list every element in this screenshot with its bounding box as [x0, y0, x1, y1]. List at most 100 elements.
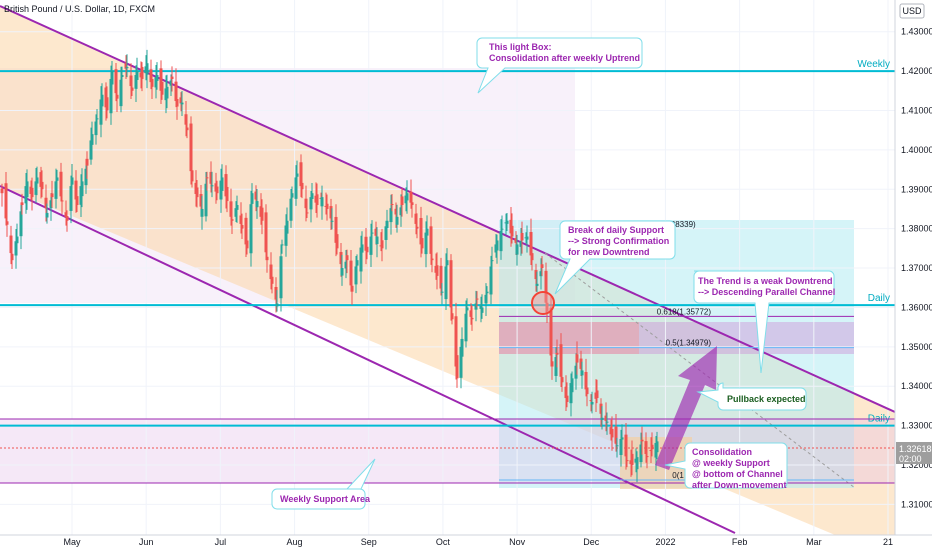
candle-body — [350, 285, 354, 292]
candle-body — [65, 216, 69, 221]
grid — [0, 0, 895, 535]
candle-body — [490, 260, 494, 262]
candle-body — [99, 99, 103, 125]
candle-body — [290, 193, 294, 198]
candle-body — [624, 434, 628, 457]
callout-trend[interactable]: The Trend is a weak Downtrend --> Descen… — [693, 270, 835, 374]
candle-body — [444, 266, 448, 300]
candle-body — [105, 97, 109, 111]
candle-body — [580, 370, 584, 376]
callout-break[interactable]: Break of daily Support --> Strong Confir… — [554, 220, 676, 295]
candle-body — [544, 270, 548, 303]
y-tick-label: 1.36000 — [901, 302, 932, 312]
candle-body — [200, 208, 204, 217]
candle-body — [390, 203, 394, 206]
candle-body — [475, 298, 479, 300]
candle-body — [425, 228, 429, 236]
candle-body — [405, 193, 409, 201]
candle-body — [235, 205, 239, 210]
candle-body — [170, 76, 174, 79]
candle-body — [459, 346, 463, 378]
candle-body — [474, 303, 478, 310]
y-tick-label: 1.37000 — [901, 263, 932, 273]
candle-body — [285, 220, 289, 234]
candle-body — [414, 213, 418, 224]
candle-body — [470, 317, 474, 320]
candle-body — [190, 170, 194, 182]
candle-body — [239, 215, 243, 224]
candle-body — [300, 182, 304, 190]
candle-body — [249, 204, 253, 254]
level-label: Weekly — [857, 59, 890, 70]
candle-body — [650, 444, 654, 450]
candle-body — [320, 197, 324, 207]
candle-body — [484, 294, 488, 304]
currency-badge — [899, 3, 925, 19]
y-tick-label: 1.32000 — [901, 460, 932, 470]
candle-body — [655, 441, 659, 453]
candle-body — [220, 177, 224, 191]
candle-body — [339, 251, 343, 265]
callout-weekly-support[interactable]: Weekly Support Area — [271, 458, 376, 510]
candle-body — [89, 140, 93, 160]
candle-body — [94, 121, 98, 136]
candle-body — [355, 260, 359, 266]
candle-body — [370, 232, 374, 234]
candle-body — [439, 265, 443, 289]
candle-body — [455, 355, 459, 379]
candle-body — [400, 196, 404, 206]
candle-body — [450, 313, 454, 320]
candle-body — [625, 460, 629, 462]
candle-body — [0, 188, 4, 194]
x-tick-label: Aug — [287, 537, 303, 547]
candle-body — [559, 344, 563, 377]
callout-pullback-text: Pullback expected — [727, 394, 806, 404]
candle-body — [5, 221, 9, 225]
candle-body — [479, 305, 483, 309]
candle-body — [595, 390, 599, 399]
callout-light-box[interactable]: This light Box: Consolidation after week… — [476, 37, 643, 94]
callout-consolidation-line1: Consolidation — [692, 447, 752, 457]
x-tick-label: Mar — [806, 537, 822, 547]
candle-body — [175, 98, 179, 107]
candle-body — [329, 206, 333, 219]
candle-body — [100, 94, 104, 107]
candle-body — [250, 193, 254, 204]
candle-body — [359, 247, 363, 272]
candle-body — [349, 260, 353, 286]
candle-body — [574, 365, 578, 379]
candle-body — [40, 181, 44, 190]
candle-body — [554, 357, 558, 376]
candle-body — [55, 177, 59, 181]
break-circle — [531, 291, 555, 315]
last-price-value: 1.32618 — [899, 444, 932, 454]
candle-body — [245, 240, 249, 249]
x-tick-label: 2022 — [655, 537, 675, 547]
candle-body — [360, 244, 364, 253]
candle-body — [294, 177, 298, 199]
y-tick-label: 1.34000 — [901, 381, 932, 391]
candle-body — [460, 338, 464, 357]
candle-body — [184, 114, 188, 125]
price-axis[interactable]: 1.43000 1.42000 1.41000 1.40000 1.39000 1.380… — [894, 0, 932, 535]
y-tick-label: 1.31000 — [901, 499, 932, 509]
candle-body — [109, 78, 113, 114]
channel-lower-line — [0, 185, 736, 534]
candle-body — [424, 232, 428, 255]
candle-body — [264, 212, 268, 253]
y-tick-label: 1.38000 — [901, 224, 932, 234]
candle-body — [70, 177, 74, 185]
callout-pullback[interactable]: Pullback expected — [696, 382, 807, 411]
candle-body — [84, 168, 88, 186]
callout-consolidation[interactable]: Consolidation @ weekly Support @ bottom … — [664, 442, 788, 490]
candle-body — [565, 395, 569, 402]
candle-body — [159, 68, 163, 91]
x-tick-label: Dec — [583, 537, 600, 547]
candle-body — [520, 232, 524, 241]
candle-body — [325, 203, 329, 209]
x-tick-label: Oct — [436, 537, 451, 547]
candle-body — [409, 191, 413, 203]
time-axis[interactable]: May Jun Jul Aug Sep Oct Nov Dec 2022 Feb Mar 21 — [0, 534, 932, 550]
candle-body — [429, 226, 433, 254]
